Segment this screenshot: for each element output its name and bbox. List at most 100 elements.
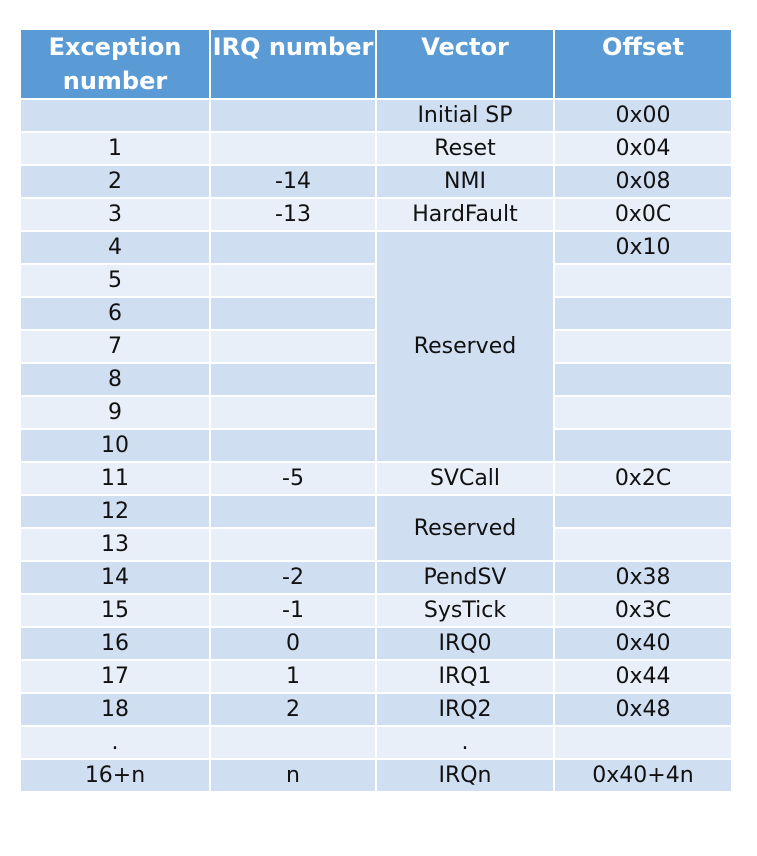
cell-offset: 0x08: [553, 164, 733, 199]
cell-irq-number: [209, 362, 377, 397]
table-row: 7: [19, 329, 733, 364]
cell-exception-number: .: [19, 725, 211, 760]
cell-exception-number: 3: [19, 197, 211, 232]
table-row: 2 -14 NMI 0x08: [19, 164, 733, 199]
header-offset: Offset: [553, 28, 733, 100]
cell-exception-number: 10: [19, 428, 211, 463]
header-irq-number: IRQ number: [209, 28, 377, 100]
cell-vector: NMI: [375, 164, 555, 199]
table-row: . .: [19, 725, 733, 760]
cell-offset: [553, 428, 733, 463]
exception-vector-table: Exception number IRQ number Vector Offse…: [19, 28, 733, 793]
cell-offset: [553, 296, 733, 331]
cell-irq-number: [209, 296, 377, 331]
cell-vector: .: [375, 725, 555, 760]
cell-irq-number: 1: [209, 659, 377, 694]
table-row: 4 Reserved 0x10: [19, 230, 733, 463]
cell-exception-number: 8: [19, 362, 211, 397]
cell-irq-number: [209, 494, 377, 529]
cell-offset: [553, 725, 733, 760]
cell-exception-number: 11: [19, 461, 211, 496]
table-row: 18 2 IRQ2 0x48: [19, 692, 733, 727]
cell-offset: 0x0C: [553, 197, 733, 232]
cell-vector-reserved: Reserved: [375, 494, 555, 562]
cell-irq-number: -14: [209, 164, 377, 199]
cell-irq-number: 0: [209, 626, 377, 661]
cell-exception-number: 1: [19, 131, 211, 166]
cell-exception-number: 15: [19, 593, 211, 628]
cell-exception-number: 17: [19, 659, 211, 694]
cell-vector: IRQn: [375, 758, 555, 793]
cell-irq-number: n: [209, 758, 377, 793]
cell-offset: [553, 494, 733, 529]
cell-exception-number: 7: [19, 329, 211, 364]
cell-vector: HardFault: [375, 197, 555, 232]
cell-irq-number: [209, 98, 377, 133]
cell-vector: IRQ0: [375, 626, 555, 661]
cell-irq-number: [209, 725, 377, 760]
table-row: 10: [19, 428, 733, 463]
cell-vector: PendSV: [375, 560, 555, 595]
cell-offset: 0x40: [553, 626, 733, 661]
header-row: Exception number IRQ number Vector Offse…: [19, 28, 733, 100]
cell-offset: 0x00: [553, 98, 733, 133]
cell-irq-number: 2: [209, 692, 377, 727]
cell-exception-number: 18: [19, 692, 211, 727]
cell-vector: Initial SP: [375, 98, 555, 133]
cell-offset: [553, 527, 733, 562]
cell-exception-number: [19, 98, 211, 133]
cell-irq-number: [209, 263, 377, 298]
table-row: 8: [19, 362, 733, 397]
table-row: 11 -5 SVCall 0x2C: [19, 461, 733, 496]
cell-offset: 0x2C: [553, 461, 733, 496]
cell-exception-number: 6: [19, 296, 211, 331]
cell-exception-number: 14: [19, 560, 211, 595]
table-row: 16 0 IRQ0 0x40: [19, 626, 733, 661]
cell-offset: 0x10: [553, 230, 733, 265]
cell-irq-number: [209, 527, 377, 562]
table-row: 12 Reserved: [19, 494, 733, 562]
cell-vector: SysTick: [375, 593, 555, 628]
cell-offset: [553, 362, 733, 397]
cell-irq-number: [209, 131, 377, 166]
table-row: 13: [19, 527, 733, 562]
header-exception-number: Exception number: [19, 28, 211, 100]
cell-vector: IRQ2: [375, 692, 555, 727]
cell-offset: 0x3C: [553, 593, 733, 628]
cell-irq-number: -1: [209, 593, 377, 628]
cell-exception-number: 16+n: [19, 758, 211, 793]
table-row: 1 Reset 0x04: [19, 131, 733, 166]
cell-offset: 0x44: [553, 659, 733, 694]
cell-offset: [553, 329, 733, 364]
cell-offset: 0x48: [553, 692, 733, 727]
cell-irq-number: [209, 230, 377, 265]
table-row: 9: [19, 395, 733, 430]
cell-offset: 0x04: [553, 131, 733, 166]
table-row: 5: [19, 263, 733, 298]
cell-exception-number: 2: [19, 164, 211, 199]
cell-exception-number: 4: [19, 230, 211, 265]
cell-irq-number: [209, 395, 377, 430]
cell-offset: [553, 263, 733, 298]
cell-vector-reserved: Reserved: [375, 230, 555, 463]
table-row: 17 1 IRQ1 0x44: [19, 659, 733, 694]
cell-offset: 0x38: [553, 560, 733, 595]
cell-irq-number: -2: [209, 560, 377, 595]
cell-exception-number: 5: [19, 263, 211, 298]
cell-exception-number: 13: [19, 527, 211, 562]
cell-irq-number: [209, 329, 377, 364]
cell-exception-number: 16: [19, 626, 211, 661]
table-row: 14 -2 PendSV 0x38: [19, 560, 733, 595]
table-row: 16+n n IRQn 0x40+4n: [19, 758, 733, 793]
table-row: Initial SP 0x00: [19, 98, 733, 133]
header-vector: Vector: [375, 28, 555, 100]
cell-irq-number: [209, 428, 377, 463]
cell-vector: Reset: [375, 131, 555, 166]
table-row: 15 -1 SysTick 0x3C: [19, 593, 733, 628]
cell-offset: [553, 395, 733, 430]
cell-offset: 0x40+4n: [553, 758, 733, 793]
table-row: 3 -13 HardFault 0x0C: [19, 197, 733, 232]
cell-exception-number: 9: [19, 395, 211, 430]
table-row: 6: [19, 296, 733, 331]
cell-vector: IRQ1: [375, 659, 555, 694]
